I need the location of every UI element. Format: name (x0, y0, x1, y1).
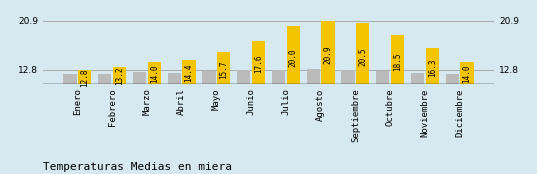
Bar (133, 72, 146, 147)
Bar (460, 62, 474, 147)
Text: 20.5: 20.5 (358, 47, 367, 66)
Bar (321, 21, 335, 147)
Bar (202, 71, 216, 147)
Text: 20.9: 20.9 (323, 46, 332, 64)
Text: 15.7: 15.7 (219, 60, 228, 79)
Bar (411, 73, 424, 147)
Text: 16.3: 16.3 (427, 58, 437, 77)
Bar (376, 71, 389, 147)
Text: 17.6: 17.6 (254, 55, 263, 73)
Text: 18.5: 18.5 (393, 53, 402, 71)
Bar (183, 60, 195, 147)
Text: 14.4: 14.4 (184, 64, 193, 82)
Bar (78, 70, 91, 147)
Bar (252, 41, 265, 147)
Text: 20.0: 20.0 (289, 48, 297, 67)
Bar (446, 74, 459, 147)
Bar (307, 69, 320, 147)
Bar (272, 70, 285, 147)
Bar (113, 67, 126, 147)
Bar (287, 26, 300, 147)
Bar (237, 70, 250, 147)
Bar (98, 74, 111, 147)
Text: 13.2: 13.2 (115, 67, 124, 85)
Bar (168, 73, 181, 147)
Bar (63, 74, 77, 147)
Text: 14.0: 14.0 (462, 65, 471, 83)
Bar (148, 62, 161, 147)
Bar (356, 23, 369, 147)
Text: 12.8: 12.8 (80, 68, 89, 86)
Bar (217, 52, 230, 147)
Bar (426, 48, 439, 147)
Text: Temperaturas Medias en miera: Temperaturas Medias en miera (43, 162, 232, 172)
Bar (391, 35, 404, 147)
Text: 14.0: 14.0 (150, 65, 158, 83)
Bar (342, 70, 354, 147)
